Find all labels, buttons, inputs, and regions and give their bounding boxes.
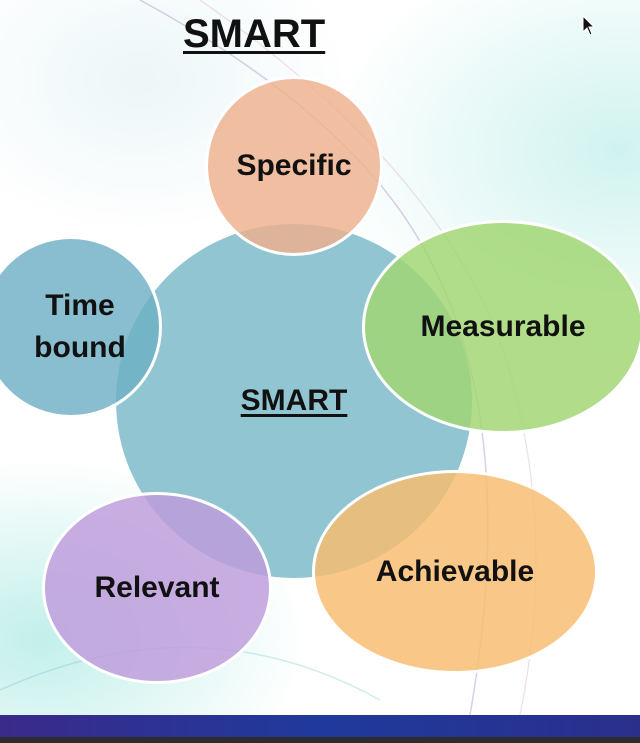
node-specific: Specific — [205, 76, 383, 256]
node-relevant: Relevant — [42, 492, 272, 684]
node-time-bound: Time bound — [0, 236, 162, 418]
node-achievable: Achievable — [312, 470, 598, 674]
node-label-time-bound: Time bound — [34, 289, 126, 364]
node-label-achievable: Achievable — [375, 555, 535, 588]
node-measurable: Measurable — [362, 220, 640, 434]
center-label: SMART — [240, 384, 348, 417]
node-label-measurable: Measurable — [420, 310, 586, 343]
slide: SMART SMART Specific Measurable Achievab… — [0, 0, 640, 715]
node-label-relevant: Relevant — [94, 571, 220, 604]
node-label-specific: Specific — [236, 149, 352, 182]
mouse-cursor-icon — [582, 15, 596, 36]
taskbar-shadow — [0, 737, 640, 743]
page-title: SMART — [183, 12, 326, 56]
